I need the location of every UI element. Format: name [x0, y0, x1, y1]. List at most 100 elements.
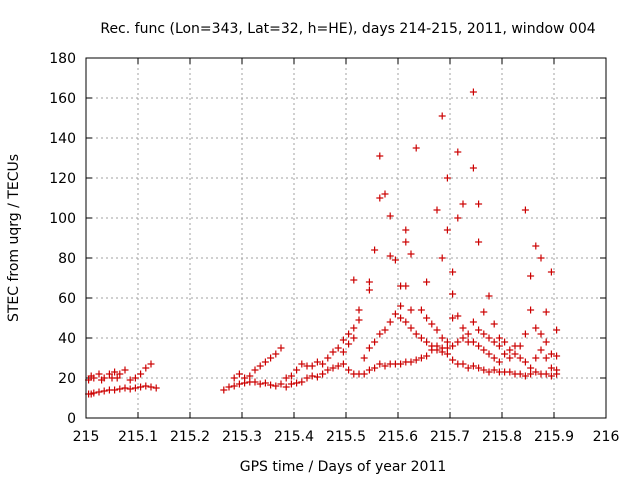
- data-point: [376, 330, 384, 338]
- data-point: [438, 112, 446, 120]
- data-point: [490, 366, 498, 374]
- data-point: [516, 342, 524, 350]
- data-point: [137, 370, 145, 378]
- data-point: [90, 389, 98, 397]
- x-tick-label: 215.1: [118, 429, 158, 445]
- data-point: [391, 256, 399, 264]
- data-point: [324, 366, 332, 374]
- data-point: [527, 272, 535, 280]
- data-point: [459, 324, 467, 332]
- data-point: [272, 382, 280, 390]
- data-point: [355, 316, 363, 324]
- data-point: [475, 200, 483, 208]
- data-point: [116, 370, 124, 378]
- data-point: [345, 366, 353, 374]
- data-point: [454, 338, 462, 346]
- data-point: [501, 350, 509, 358]
- data-point: [402, 238, 410, 246]
- data-point: [95, 388, 103, 396]
- data-point: [469, 164, 477, 172]
- data-point: [230, 382, 238, 390]
- data-point: [397, 360, 405, 368]
- data-point: [287, 372, 295, 380]
- data-point: [100, 374, 108, 382]
- data-point: [397, 302, 405, 310]
- x-tick-label: 215.5: [326, 429, 366, 445]
- data-point: [308, 362, 316, 370]
- data-point: [449, 342, 457, 350]
- data-point: [537, 254, 545, 262]
- data-point: [553, 352, 561, 360]
- data-point: [319, 370, 327, 378]
- data-point: [454, 148, 462, 156]
- data-point: [345, 340, 353, 348]
- data-point: [308, 372, 316, 380]
- data-point: [345, 330, 353, 338]
- data-point: [277, 380, 285, 388]
- data-point: [220, 386, 228, 394]
- data-point: [532, 242, 540, 250]
- data-point: [438, 348, 446, 356]
- data-point: [490, 338, 498, 346]
- data-point: [256, 380, 264, 388]
- data-point: [506, 354, 514, 362]
- data-point: [126, 385, 134, 393]
- data-point: [131, 374, 139, 382]
- data-point: [293, 366, 301, 374]
- data-point: [495, 334, 503, 342]
- data-point: [376, 194, 384, 202]
- data-point: [542, 308, 550, 316]
- data-point: [443, 350, 451, 358]
- data-point: [521, 372, 529, 380]
- data-point: [261, 379, 269, 387]
- data-point: [371, 338, 379, 346]
- data-point: [475, 342, 483, 350]
- data-point: [365, 344, 373, 352]
- data-point: [480, 366, 488, 374]
- data-point: [397, 314, 405, 322]
- data-point: [485, 368, 493, 376]
- data-point: [402, 226, 410, 234]
- data-point: [454, 214, 462, 222]
- data-point: [527, 370, 535, 378]
- y-tick-label: 140: [49, 131, 76, 147]
- data-point: [407, 306, 415, 314]
- x-tick-label: 215: [73, 429, 100, 445]
- data-point: [485, 334, 493, 342]
- data-point: [324, 354, 332, 362]
- data-point: [480, 330, 488, 338]
- data-point: [371, 364, 379, 372]
- data-point: [412, 330, 420, 338]
- data-point: [475, 238, 483, 246]
- data-point: [480, 308, 488, 316]
- data-point: [423, 278, 431, 286]
- data-point: [501, 338, 509, 346]
- data-point: [235, 380, 243, 388]
- data-point: [537, 330, 545, 338]
- data-point: [267, 381, 275, 389]
- data-point: [365, 286, 373, 294]
- data-point: [469, 88, 477, 96]
- data-point: [423, 352, 431, 360]
- data-point: [256, 362, 264, 370]
- data-point: [443, 338, 451, 346]
- data-point: [251, 378, 259, 386]
- data-point: [360, 370, 368, 378]
- data-point: [490, 354, 498, 362]
- data-point: [360, 354, 368, 362]
- data-point: [350, 276, 358, 284]
- data-point: [475, 326, 483, 334]
- data-point: [147, 383, 155, 391]
- data-point: [506, 346, 514, 354]
- data-point: [121, 366, 129, 374]
- data-point: [246, 372, 254, 380]
- data-point: [459, 334, 467, 342]
- data-point: [298, 378, 306, 386]
- data-point: [516, 370, 524, 378]
- data-point: [443, 226, 451, 234]
- data-point: [376, 152, 384, 160]
- data-point: [282, 374, 290, 382]
- data-point: [126, 376, 134, 384]
- data-point: [371, 246, 379, 254]
- data-point: [464, 364, 472, 372]
